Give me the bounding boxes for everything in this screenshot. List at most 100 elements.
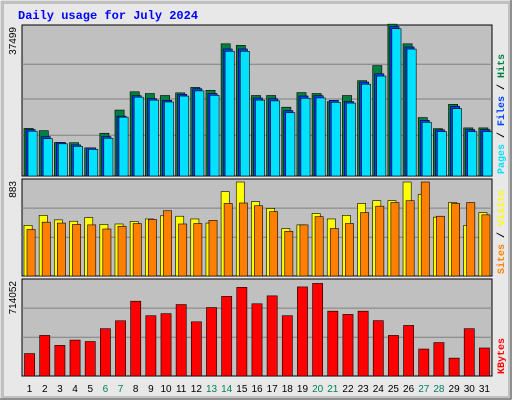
kbytes-panel-bar-kbytes-day-9 [145,315,157,377]
visits-panel-legend-item-1: / [496,226,508,244]
kbytes-panel-bar-kbytes-day-17 [266,295,278,377]
hits-panel-bar-pages-day-6 [103,137,114,177]
hits-panel: 37499 Pages / Files / Hits [8,23,508,177]
x-tick-label-day-1: 1 [27,384,33,395]
hits-panel-bar-pages-day-30 [467,131,478,177]
visits-panel-max-label: 883 [8,181,19,198]
kbytes-panel-bar-kbytes-day-21 [327,310,339,377]
visits-panel-bar-sites-day-10 [163,210,172,277]
kbytes-panel-bar-kbytes-day-15 [236,287,248,377]
x-tick-label-day-14: 14 [221,384,233,395]
visits-panel-bar-sites-day-11 [178,223,188,277]
kbytes-panel: 714052 KBytes [8,278,508,377]
visits-panel-bar-sites-day-3 [57,222,66,277]
x-tick-label-day-18: 18 [282,384,294,395]
visits-panel-bar-sites-day-7 [117,225,127,277]
visits-panel-bar-sites-day-14 [223,203,233,277]
visits-panel-bar-sites-day-19 [299,224,309,277]
x-tick-label-day-21: 21 [327,384,339,395]
visits-panel-bar-sites-day-1 [26,229,36,277]
hits-panel-bar-pages-day-5 [88,149,99,177]
hits-panel-bar-pages-day-28 [437,131,447,177]
kbytes-panel-bar-kbytes-day-29 [448,357,460,377]
hits-panel-bar-pages-day-31 [482,131,493,177]
visits-panel-bar-sites-day-22 [345,223,354,277]
kbytes-panel-bar-kbytes-day-7 [115,320,126,377]
x-tick-label-day-12: 12 [191,384,203,395]
kbytes-panel-bar-kbytes-day-16 [251,303,263,377]
kbytes-panel-bar-kbytes-day-30 [463,328,475,377]
visits-panel-legend-item-2: Visits [496,190,508,226]
kbytes-panel-bar-kbytes-day-13 [206,307,217,377]
visits-panel-bar-sites-day-5 [87,224,97,277]
hits-panel-bar-pages-day-11 [179,95,190,177]
x-tick-label-day-16: 16 [251,384,263,395]
visits-panel: 883 Sites / Visits [8,178,508,277]
x-tick-label-day-3: 3 [57,384,63,395]
x-tick-label-day-5: 5 [87,384,93,395]
x-tick-label-day-2: 2 [42,384,48,395]
x-tick-label-day-27: 27 [418,384,430,395]
x-axis-day-labels: 1 2 3 4 5 6 7 8 9 10 11 12 13 14 15 16 17 18 19 20 21 22 23 24 2… [27,384,491,395]
hits-panel-bar-pages-day-10 [164,101,174,177]
visits-panel-bar-sites-day-15 [238,202,248,277]
kbytes-panel-bar-kbytes-day-25 [388,335,399,377]
kbytes-panel-bar-kbytes-day-19 [297,286,308,377]
visits-panel-bar-sites-day-24 [375,205,385,277]
visits-panel-bar-sites-day-18 [284,230,294,277]
kbytes-panel-bar-kbytes-day-6 [100,328,111,377]
x-tick-label-day-15: 15 [236,384,248,395]
kbytes-panel-bar-kbytes-day-2 [39,335,51,377]
kbytes-panel-bar-kbytes-day-26 [403,325,414,377]
x-tick-label-day-4: 4 [72,384,78,395]
x-tick-label-day-10: 10 [160,384,172,395]
kbytes-panel-bar-kbytes-day-18 [281,315,293,377]
x-tick-label-day-28: 28 [433,384,445,395]
x-tick-label-day-25: 25 [388,384,400,395]
hits-panel-bar-pages-day-13 [209,95,220,177]
kbytes-panel-bar-kbytes-day-12 [190,321,202,377]
x-tick-label-day-19: 19 [297,384,309,395]
hits-panel-legend-item-4: Hits [496,54,508,78]
visits-panel-bar-sites-day-9 [147,219,157,277]
hits-panel-bar-pages-day-27 [421,122,432,177]
hits-panel-bar-pages-day-15 [239,51,250,177]
hits-panel-legend-item-2: Files [496,96,508,126]
kbytes-panel-bar-kbytes-day-11 [175,304,187,377]
hits-panel-bar-pages-day-23 [361,83,372,177]
hits-panel-legend-item-3: / [496,78,508,96]
kbytes-panel-bar-kbytes-day-5 [84,341,96,377]
visits-panel-bar-sites-day-8 [132,223,142,277]
visits-panel-bar-sites-day-21 [329,228,339,277]
hits-panel-legend-item-1: / [496,126,508,144]
hits-panel-bar-pages-day-12 [194,90,205,177]
visits-panel-bar-sites-day-4 [72,224,81,277]
hits-panel-legend-item-0: Pages [497,144,508,174]
x-tick-label-day-31: 31 [479,384,491,395]
hits-panel-bar-pages-day-14 [224,51,235,177]
visits-panel-legend: Sites / Visits [496,190,508,274]
hits-panel-bar-pages-day-9 [148,99,159,177]
visits-panel-bar-sites-day-12 [193,223,203,277]
kbytes-panel-bar-kbytes-day-23 [357,310,369,377]
kbytes-panel-bar-kbytes-day-20 [312,283,324,377]
x-tick-label-day-23: 23 [358,384,370,395]
visits-panel-bar-sites-day-27 [420,181,430,277]
kbytes-panel-bar-kbytes-day-4 [69,339,81,377]
visits-panel-legend-item-0: Sites [496,244,508,274]
kbytes-panel-legend: KBytes [497,338,508,374]
chart-title: Daily usage for July 2024 [18,9,198,23]
x-tick-label-day-29: 29 [449,384,461,395]
hits-panel-bar-pages-day-1 [27,130,38,177]
hits-panel-bar-pages-day-16 [255,99,265,177]
visits-panel-bar-sites-day-26 [405,200,415,277]
hits-panel-bar-pages-day-22 [346,102,356,177]
hits-panel-bar-pages-day-26 [406,48,417,177]
kbytes-panel-bar-kbytes-day-22 [342,314,354,377]
x-tick-label-day-22: 22 [342,384,354,395]
hits-panel-bar-pages-day-8 [133,96,144,177]
x-tick-label-day-9: 9 [148,384,154,395]
visits-panel-bar-sites-day-28 [436,215,445,277]
